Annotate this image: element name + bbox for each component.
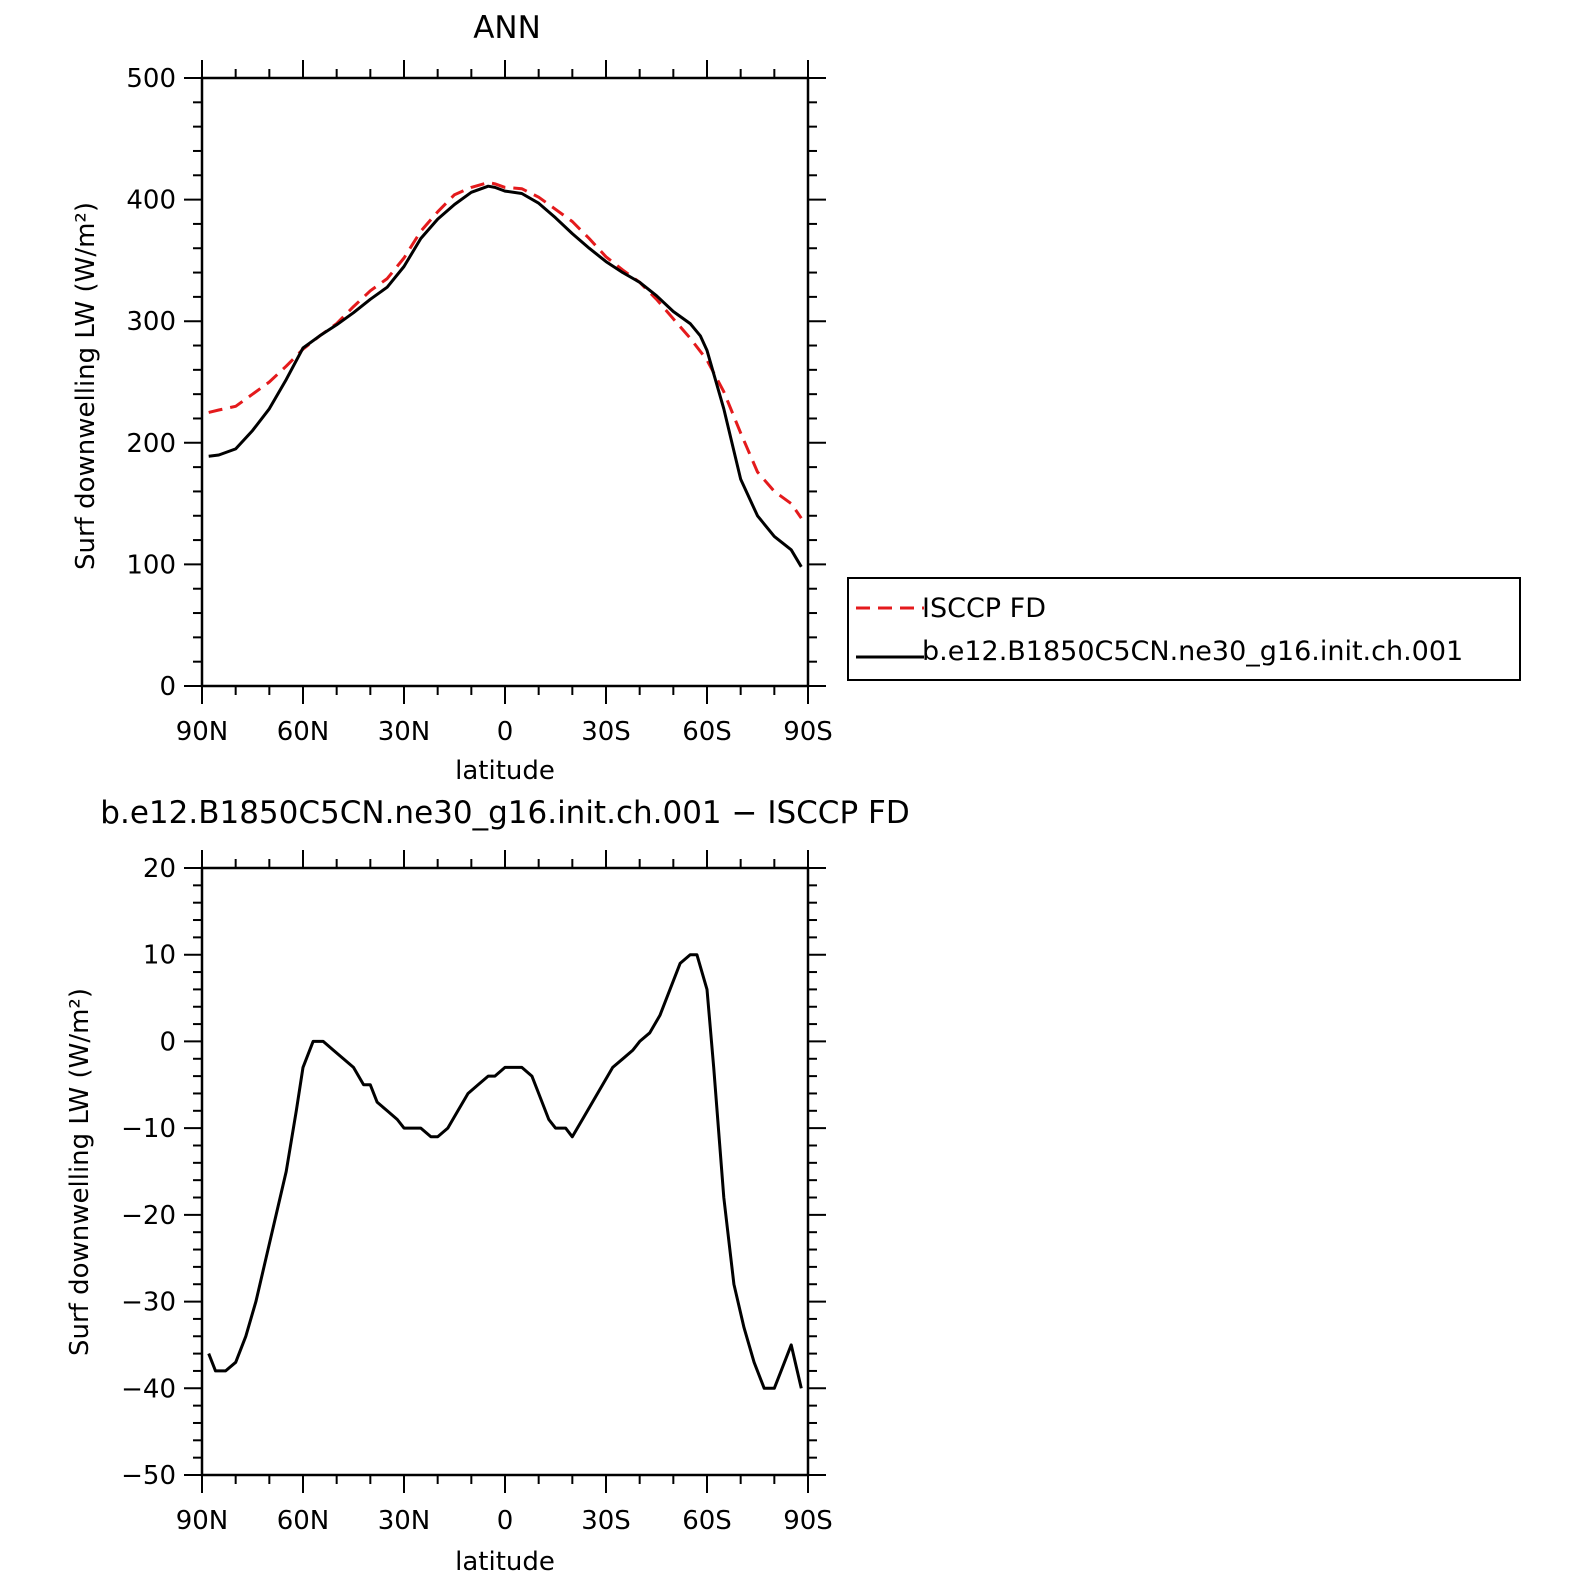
lower-x-tick-labels: 90N 60N 30N 0 30S 60S 90S	[176, 1506, 833, 1536]
upper-panel-title: ANN	[473, 10, 541, 46]
upper-y-tick-labels: 0 100 200 300 400 500	[126, 64, 176, 702]
lower-x-tick-label: 0	[497, 1506, 514, 1536]
lower-series-line-0	[207, 953, 803, 1390]
lower-x-tick-label: 90N	[176, 1506, 229, 1536]
lower-ticks	[184, 850, 826, 1493]
legend-label-model: b.e12.B1850C5CN.ne30_g16.init.ch.001	[922, 636, 1463, 667]
lower-x-tick-label: 30N	[378, 1506, 431, 1536]
upper-panel: ANN 0 100 200 300 400 500 90N 60N 30N 0 30S 60S 90S…	[71, 10, 833, 786]
legend-box	[847, 577, 1521, 681]
lower-y-tick-label: 20	[143, 854, 176, 884]
upper-series-lines	[208, 181, 803, 568]
lower-y-tick-label: 10	[143, 941, 176, 971]
upper-x-tick-labels: 90N 60N 30N 0 30S 60S 90S	[176, 717, 833, 747]
lower-y-tick-label: −20	[121, 1201, 176, 1231]
upper-y-tick-label: 0	[159, 672, 176, 702]
upper-x-tick-label: 90S	[783, 717, 833, 747]
lower-y-axis-title: Surf downwelling LW (W/m²)	[65, 988, 95, 1356]
upper-x-tick-label: 60S	[682, 717, 732, 747]
upper-y-axis-title: Surf downwelling LW (W/m²)	[71, 202, 101, 570]
lower-x-tick-label: 60N	[277, 1506, 330, 1536]
upper-series-line-1	[208, 184, 803, 568]
lower-y-tick-label: −10	[121, 1114, 176, 1144]
upper-y-tick-label: 400	[126, 186, 176, 216]
lower-x-tick-label: 60S	[682, 1506, 732, 1536]
upper-y-tick-label: 200	[126, 429, 176, 459]
upper-x-tick-label: 30S	[581, 717, 631, 747]
upper-x-tick-label: 0	[497, 717, 514, 747]
upper-ticks	[184, 60, 826, 704]
upper-y-tick-label: 500	[126, 64, 176, 94]
upper-y-tick-label: 100	[126, 550, 176, 580]
lower-panel: b.e12.B1850C5CN.ne30_g16.init.ch.001 − I…	[65, 795, 910, 1577]
lower-y-tick-label: −50	[121, 1461, 176, 1491]
lower-x-tick-label: 30S	[581, 1506, 631, 1536]
legend-label-isccp-fd: ISCCP FD	[922, 593, 1046, 624]
upper-x-tick-label: 30N	[378, 717, 431, 747]
lower-x-tick-label: 90S	[783, 1506, 833, 1536]
lower-y-tick-label: −40	[121, 1374, 176, 1404]
lower-y-tick-label: 0	[159, 1027, 176, 1057]
upper-x-axis-title: latitude	[455, 756, 555, 786]
legend: ISCCP FD b.e12.B1850C5CN.ne30_g16.init.c…	[847, 577, 1521, 681]
lower-y-tick-label: −30	[121, 1288, 176, 1318]
upper-y-tick-label: 300	[126, 307, 176, 337]
lower-x-axis-title: latitude	[455, 1547, 555, 1577]
lower-panel-title: b.e12.B1850C5CN.ne30_g16.init.ch.001 − I…	[100, 795, 909, 831]
upper-x-tick-label: 60N	[277, 717, 330, 747]
lower-series-lines	[207, 953, 803, 1390]
lower-y-tick-labels: −50 −40 −30 −20 −10 0 10 20	[121, 854, 176, 1491]
upper-series-line-0	[208, 181, 803, 520]
lower-plot-frame	[200, 866, 810, 1477]
upper-x-tick-label: 90N	[176, 717, 229, 747]
